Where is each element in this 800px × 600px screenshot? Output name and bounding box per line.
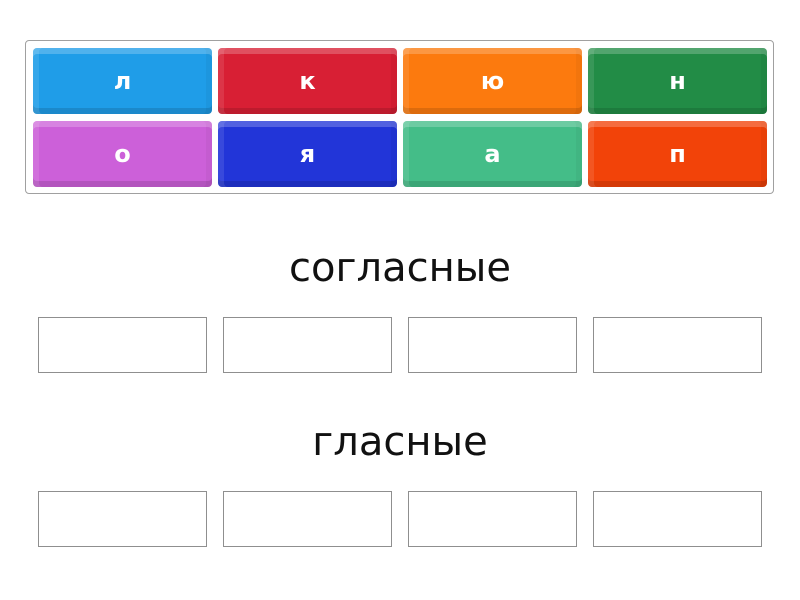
letter-tile[interactable]: п [588,121,767,187]
letter-tile[interactable]: я [218,121,397,187]
letter-tile[interactable]: а [403,121,582,187]
letter-tile[interactable]: л [33,48,212,114]
vowel-drop-slot[interactable] [408,491,577,547]
letter-tile[interactable]: н [588,48,767,114]
letter-tile[interactable]: ю [403,48,582,114]
consonant-drop-slot[interactable] [223,317,392,373]
consonant-drop-slot[interactable] [38,317,207,373]
group-heading-consonants: согласные [289,245,511,291]
letter-tile[interactable]: о [33,121,212,187]
vowel-drop-slot[interactable] [38,491,207,547]
consonant-drop-slot[interactable] [593,317,762,373]
tile-pool [25,40,774,194]
vowel-drop-slot[interactable] [223,491,392,547]
consonant-drop-slot[interactable] [408,317,577,373]
letter-tile[interactable]: к [218,48,397,114]
group-heading-vowels: гласные [312,419,488,465]
vowel-drop-slot[interactable] [593,491,762,547]
